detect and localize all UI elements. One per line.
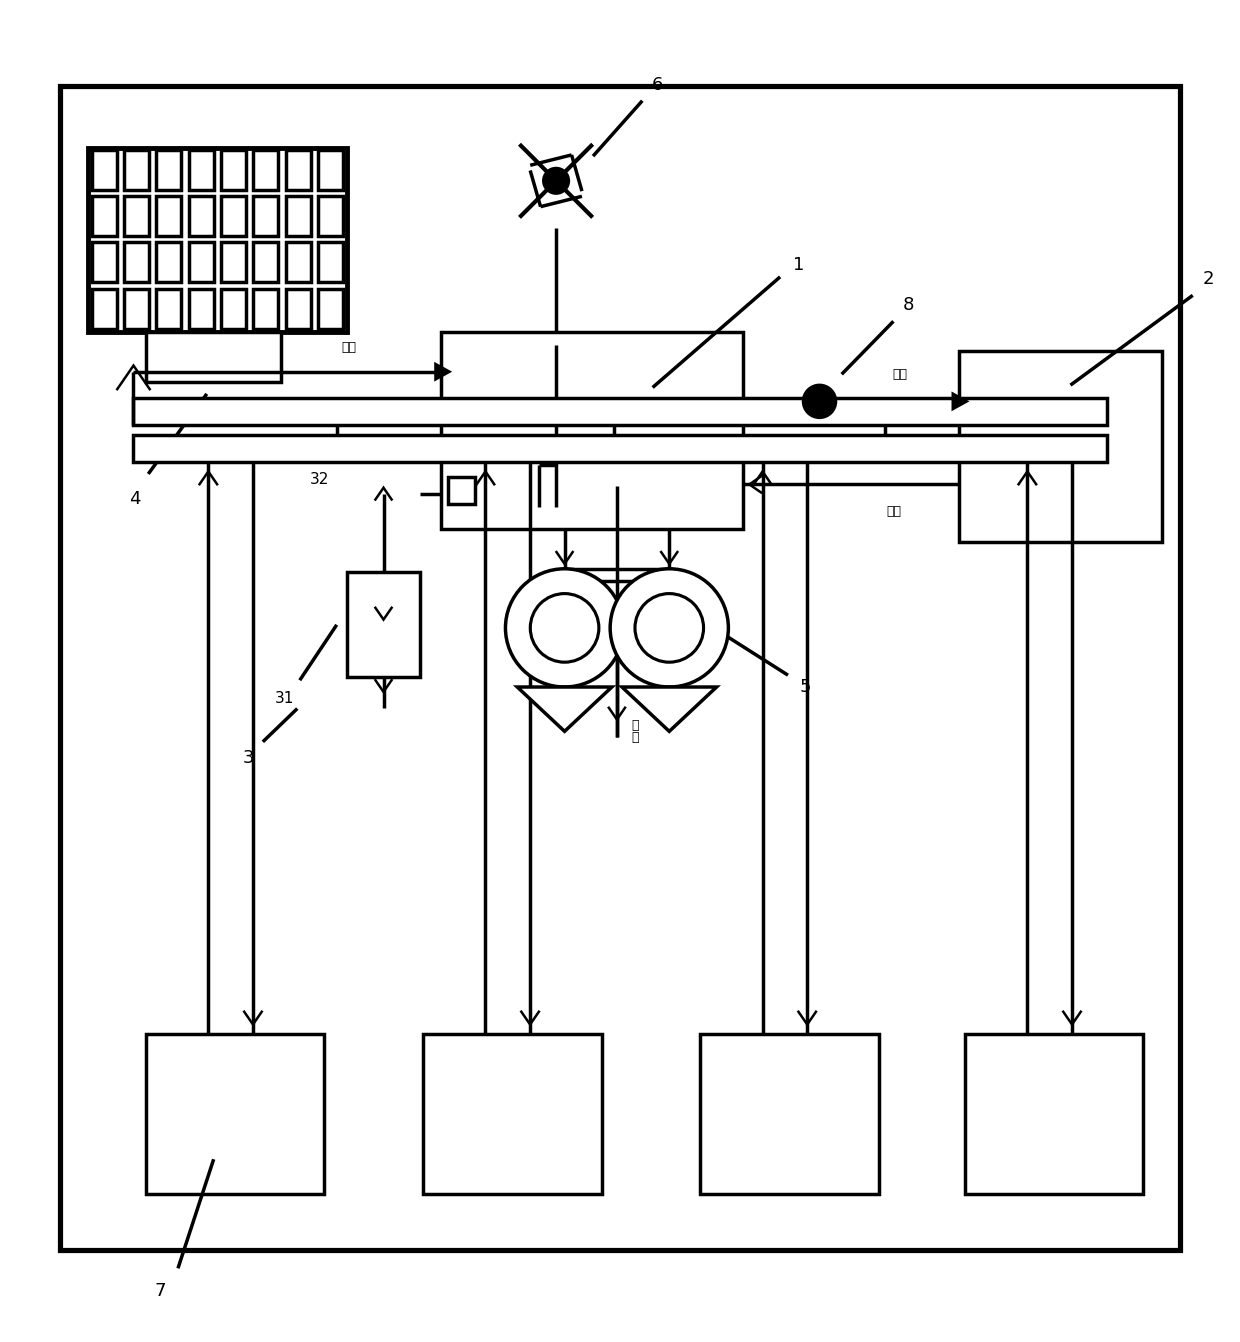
Bar	[317, 196, 343, 236]
Bar	[156, 150, 181, 191]
Bar	[188, 289, 213, 329]
Bar	[285, 150, 310, 191]
Text: 水: 水	[631, 731, 639, 743]
Bar	[253, 289, 278, 329]
Bar	[221, 243, 246, 282]
Polygon shape	[435, 364, 450, 380]
Bar	[221, 196, 246, 236]
Text: 3: 3	[242, 749, 254, 766]
Circle shape	[635, 593, 703, 662]
Bar	[134, 397, 1106, 424]
Text: 6: 6	[651, 75, 662, 94]
Bar	[253, 196, 278, 236]
Bar	[600, 581, 634, 658]
Text: 32: 32	[310, 471, 329, 487]
Bar	[965, 1035, 1143, 1194]
Polygon shape	[952, 393, 967, 409]
Bar	[156, 289, 181, 329]
Bar	[285, 243, 310, 282]
Text: 8: 8	[903, 297, 914, 314]
Bar	[423, 1035, 601, 1194]
Polygon shape	[517, 687, 611, 731]
Text: 1: 1	[792, 255, 805, 274]
Bar	[253, 150, 278, 191]
Bar	[124, 289, 149, 329]
Bar	[92, 243, 117, 282]
Polygon shape	[622, 687, 717, 731]
Bar	[317, 243, 343, 282]
Circle shape	[804, 385, 836, 417]
Bar	[92, 196, 117, 236]
Text: 出水: 出水	[885, 505, 901, 518]
Bar	[156, 243, 181, 282]
Circle shape	[610, 569, 728, 687]
Bar	[188, 196, 213, 236]
Circle shape	[506, 569, 624, 687]
Bar	[448, 476, 475, 503]
Text: 7: 7	[154, 1282, 166, 1299]
Bar	[221, 289, 246, 329]
Bar	[285, 289, 310, 329]
Text: 进水: 进水	[892, 368, 908, 381]
Bar	[92, 289, 117, 329]
Bar	[959, 350, 1162, 542]
Bar	[701, 1035, 879, 1194]
Text: 进水: 进水	[341, 341, 357, 353]
Bar	[317, 289, 343, 329]
Text: 5: 5	[800, 678, 811, 696]
Bar	[124, 243, 149, 282]
Bar	[92, 150, 117, 191]
Circle shape	[544, 169, 568, 193]
Bar	[146, 333, 281, 381]
Bar	[124, 196, 149, 236]
Bar	[134, 435, 1106, 462]
Bar	[253, 243, 278, 282]
Bar	[88, 148, 346, 333]
Bar	[346, 573, 420, 678]
Circle shape	[531, 593, 599, 662]
Bar	[317, 150, 343, 191]
Text: 出: 出	[631, 719, 639, 731]
Bar	[146, 1035, 325, 1194]
Bar	[188, 150, 213, 191]
Bar	[285, 196, 310, 236]
Text: 4: 4	[129, 490, 140, 507]
Bar	[188, 243, 213, 282]
Text: 2: 2	[1203, 270, 1214, 289]
Bar	[156, 196, 181, 236]
Bar	[221, 150, 246, 191]
Bar	[124, 150, 149, 191]
Bar	[441, 333, 743, 529]
Text: 31: 31	[275, 691, 295, 706]
